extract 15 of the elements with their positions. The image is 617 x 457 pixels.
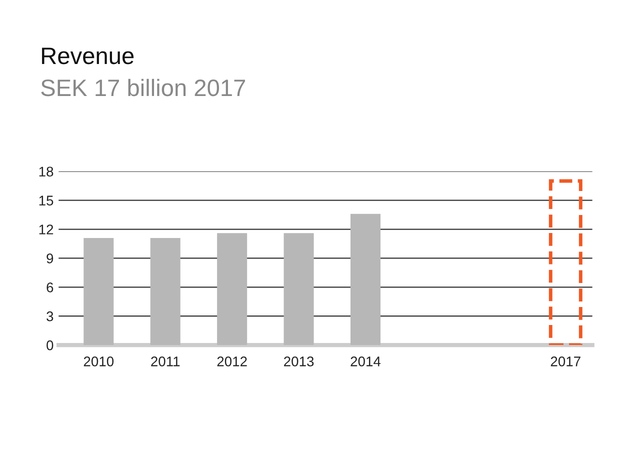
chart-subtitle: SEK 17 billion 2017 (41, 78, 246, 96)
y-tick-label: 12 (39, 224, 54, 234)
y-tick-label: 6 (46, 282, 54, 292)
x-tick-label: 2011 (151, 356, 180, 366)
x-tick-label: 2012 (217, 356, 247, 366)
y-tick-label: 0 (46, 340, 54, 350)
y-tick-label: 18 (39, 166, 54, 177)
x-tick-label: 2017 (550, 356, 580, 366)
y-tick-label: 9 (46, 254, 54, 264)
chart-title: Revenue (42, 48, 134, 64)
y-tick-label: 15 (39, 196, 54, 206)
x-tick-label: 2013 (284, 356, 314, 366)
x-tick-label: 2014 (350, 356, 381, 366)
x-tick-label: 2010 (84, 356, 114, 366)
y-tick-label: 3 (46, 311, 54, 322)
